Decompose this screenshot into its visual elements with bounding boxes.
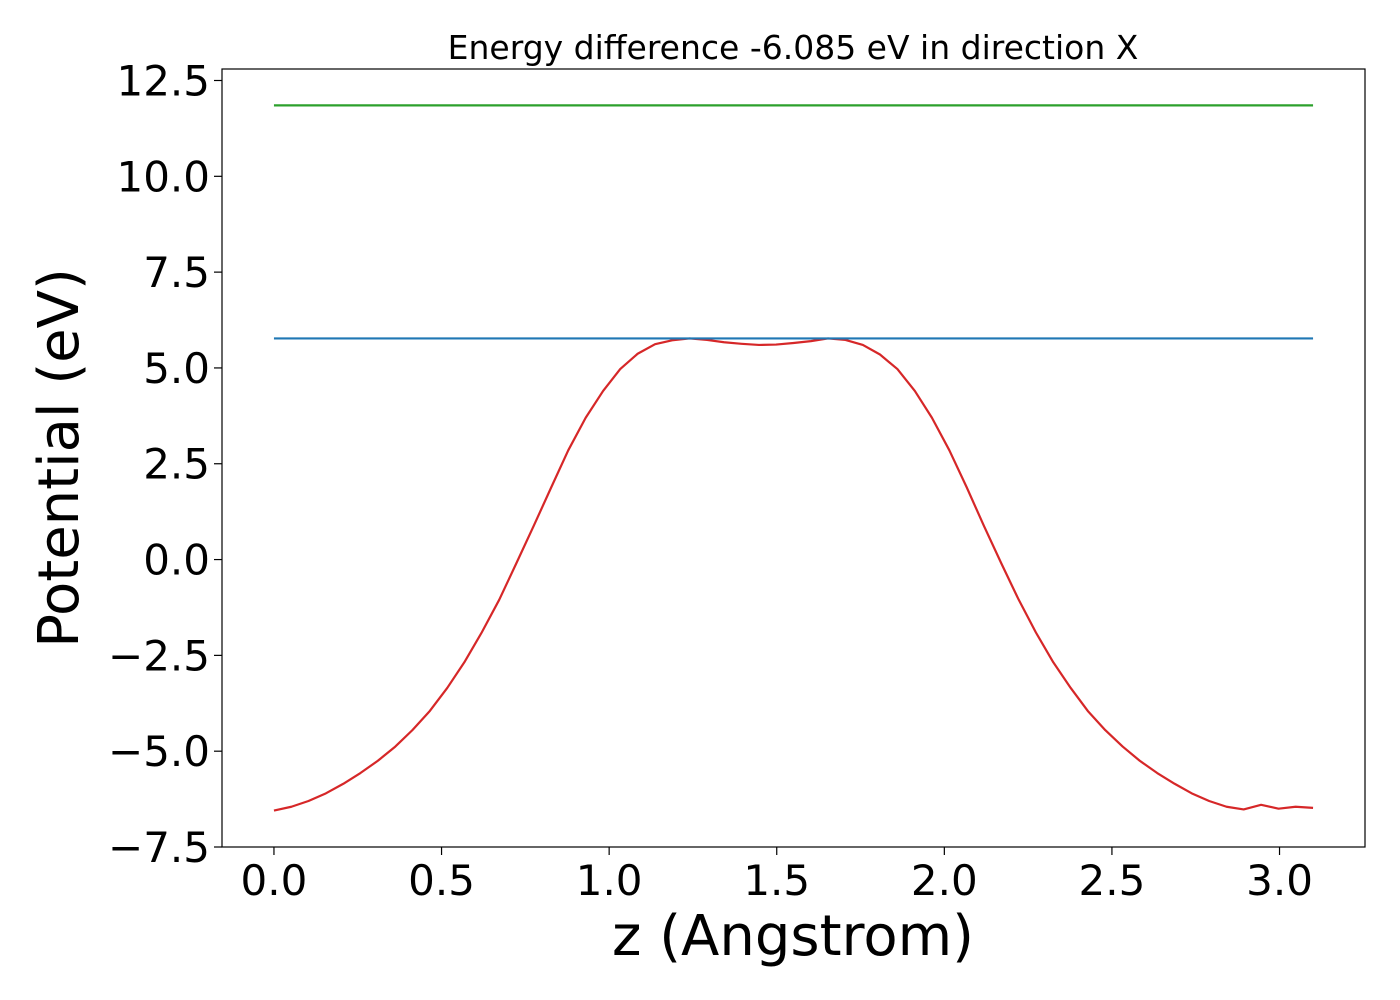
y-axis-ticks: −7.5 −5.0 −2.5 0.0 2.5 5.0 7.5 10.0 12.5 — [108, 56, 222, 872]
y-tick-label: 5.0 — [143, 344, 210, 393]
chart-title: Energy difference -6.085 eV in direction… — [448, 28, 1139, 67]
y-tick-label: 10.0 — [116, 152, 210, 201]
x-tick-label: 2.5 — [1079, 856, 1146, 905]
x-tick-label: 3.0 — [1246, 856, 1313, 905]
x-tick-label: 0.0 — [241, 856, 308, 905]
x-axis-ticks: 0.0 0.5 1.0 1.5 2.0 2.5 3.0 — [241, 847, 1313, 905]
x-tick-label: 2.0 — [911, 856, 978, 905]
y-tick-label: 0.0 — [143, 536, 210, 585]
x-tick-label: 1.5 — [743, 856, 810, 905]
plot-area — [221, 68, 1366, 848]
series-line-0 — [273, 337, 1314, 812]
x-tick-label: 1.0 — [576, 856, 643, 905]
y-tick-label: −7.5 — [108, 823, 210, 872]
plot-frame — [221, 68, 1366, 848]
x-tick-label: 0.5 — [408, 856, 475, 905]
x-axis-label: z (Angstrom) — [612, 904, 974, 969]
y-axis-label: Potential (eV) — [27, 268, 92, 648]
y-tick-label: −5.0 — [108, 727, 210, 776]
series-group — [273, 104, 1314, 812]
y-tick-label: 7.5 — [143, 248, 210, 297]
y-tick-label: 2.5 — [143, 440, 210, 489]
y-tick-label: 12.5 — [116, 56, 210, 105]
y-tick-label: −2.5 — [108, 631, 210, 680]
